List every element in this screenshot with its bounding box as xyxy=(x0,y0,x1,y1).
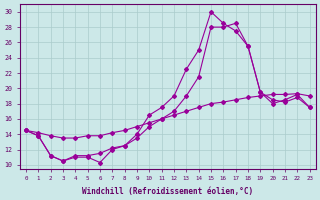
X-axis label: Windchill (Refroidissement éolien,°C): Windchill (Refroidissement éolien,°C) xyxy=(82,187,253,196)
